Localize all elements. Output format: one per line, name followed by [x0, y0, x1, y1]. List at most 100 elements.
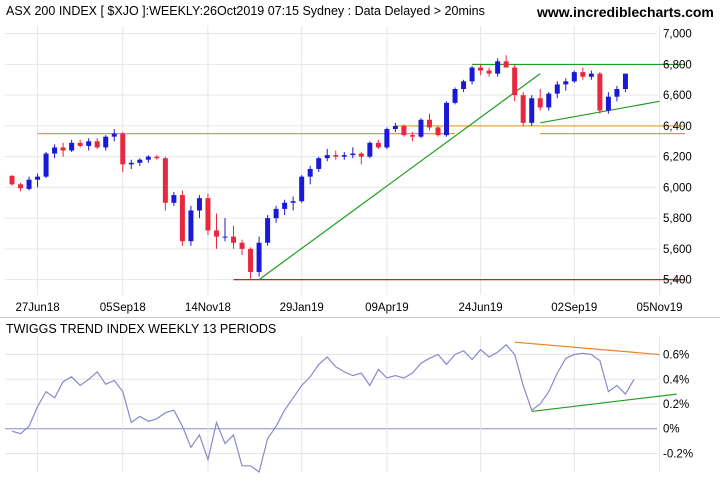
candle-up	[137, 159, 143, 163]
candle-up	[188, 210, 194, 242]
candle-up	[86, 141, 92, 146]
indicator-trend-line	[531, 393, 677, 413]
indicator-y-tick-label: 0%	[663, 424, 680, 436]
indicator-trend-line	[514, 341, 660, 356]
candle-down	[409, 135, 415, 137]
candle-up	[546, 93, 552, 108]
candle-up	[222, 236, 228, 238]
indicator-y-axis: 0.6% 0.4% 0.2% 0% -0.2%	[663, 350, 693, 461]
candle-up	[384, 128, 390, 148]
indicator-annotation-lines	[514, 341, 677, 413]
price-x-tick-label: 29Jan19	[280, 302, 324, 314]
candle-down	[213, 230, 219, 237]
candle-up	[495, 61, 501, 74]
price-y-tick-label: 6,200	[663, 152, 692, 164]
candle-down	[248, 248, 254, 272]
candle-up	[103, 136, 109, 148]
candle-up	[69, 142, 75, 151]
price-candles	[9, 55, 628, 280]
candle-up	[452, 89, 458, 103]
candle-up	[299, 176, 305, 202]
candle-up	[367, 142, 373, 157]
indicator-y-tick-label: 0.6%	[663, 350, 689, 362]
candle-down	[426, 119, 432, 128]
price-y-tick-label: 6,600	[663, 90, 692, 102]
price-x-tick-label: 05Sep18	[100, 302, 146, 314]
candle-down	[333, 155, 339, 157]
candle-up	[43, 153, 49, 177]
price-x-tick-label: 24Jun19	[459, 302, 503, 314]
price-x-tick-label: 09Apr19	[365, 302, 408, 314]
candle-down	[154, 156, 160, 159]
candle-down	[239, 242, 245, 249]
candle-up	[316, 158, 322, 169]
indicator-y-tick-label: 0.2%	[663, 399, 689, 411]
price-y-tick-label: 6,400	[663, 121, 692, 133]
candle-up	[324, 155, 330, 159]
candle-up	[307, 168, 313, 177]
candle-up	[196, 198, 202, 211]
candle-up	[554, 84, 560, 94]
candle-down	[179, 195, 185, 242]
candle-down	[375, 142, 381, 148]
candle-up	[622, 73, 628, 90]
candle-up	[256, 242, 262, 272]
candle-up	[418, 119, 424, 137]
candle-up	[282, 202, 288, 209]
price-y-tick-label: 5,800	[663, 213, 692, 225]
candle-up	[290, 201, 296, 203]
indicator-y-tick-label: 0.4%	[663, 374, 689, 386]
candle-down	[486, 70, 492, 74]
candle-down	[205, 198, 211, 231]
candle-down	[435, 127, 441, 136]
indicator-panel: 0.6% 0.4% 0.2% 0% -0.2% TWIGGS TREND INDEX W…	[0, 317, 720, 474]
price-x-tick-label: 14Nov18	[185, 302, 231, 314]
candle-up	[26, 179, 32, 189]
candle-down	[580, 72, 586, 77]
trend-line	[258, 73, 541, 281]
candle-up	[111, 133, 117, 137]
brand-link[interactable]: www.incrediblecharts.com	[536, 4, 714, 20]
indicator-y-tick-label: -0.2%	[663, 448, 693, 460]
candle-down	[60, 147, 66, 151]
candle-down	[9, 175, 15, 185]
candle-down	[512, 67, 518, 96]
candle-up	[461, 81, 467, 90]
candle-up	[350, 153, 356, 156]
candle-up	[341, 155, 347, 157]
twiggs-trend-line	[11, 343, 635, 474]
candle-up	[145, 156, 151, 160]
price-y-tick-label: 5,600	[663, 244, 692, 256]
candle-up	[265, 218, 271, 243]
price-y-tick-label: 5,400	[663, 275, 692, 287]
candle-down	[94, 141, 100, 148]
candle-down	[120, 133, 126, 165]
candle-down	[503, 61, 509, 68]
price-x-tick-label: 05Nov19	[636, 302, 682, 314]
candle-down	[358, 153, 364, 157]
candle-down	[520, 95, 526, 123]
candle-up	[614, 89, 620, 97]
indicator-grid	[5, 336, 661, 472]
price-panel: 5,400 5,600 5,800 6,000 6,200 6,400 6,600 6,800…	[5, 2, 720, 314]
price-y-tick-label: 7,000	[663, 29, 692, 41]
candle-down	[162, 158, 168, 203]
candle-up	[392, 125, 398, 129]
price-y-axis: 5,400 5,600 5,800 6,000 6,200 6,400 6,600 6,800…	[663, 29, 692, 287]
chart-title: ASX 200 INDEX [ $XJO ]:WEEKLY:26Oct2019 …	[6, 4, 485, 18]
candle-up	[128, 162, 134, 165]
candle-up	[563, 81, 569, 85]
candle-up	[605, 96, 611, 111]
price-x-tick-label: 02Sep19	[551, 302, 597, 314]
candle-up	[444, 102, 450, 136]
candle-up	[52, 147, 58, 154]
candle-down	[18, 184, 24, 189]
candle-down	[77, 142, 83, 146]
candle-up	[588, 73, 594, 77]
price-y-tick-label: 6,800	[663, 59, 692, 71]
price-plot-area	[5, 26, 657, 295]
candle-up	[469, 67, 475, 82]
candle-up	[571, 72, 577, 82]
brand-backing	[528, 2, 720, 22]
